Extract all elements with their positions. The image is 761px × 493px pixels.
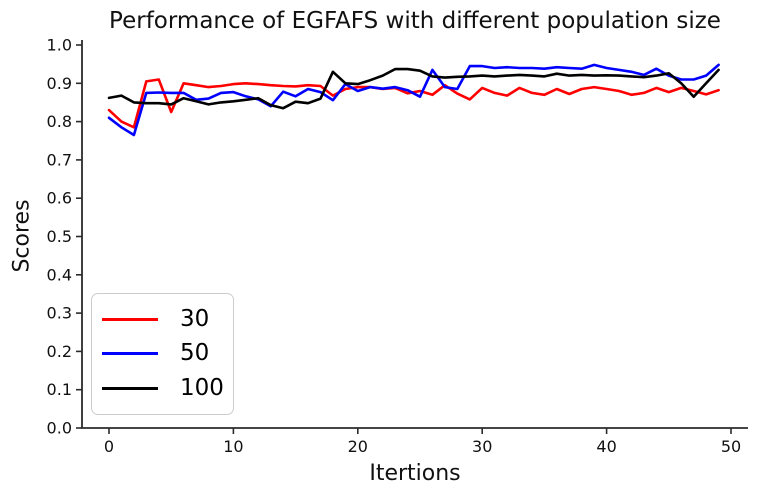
y-tick-label: 0.7 (47, 150, 72, 169)
x-tick-label: 50 (721, 437, 741, 456)
legend-label-50: 50 (180, 340, 210, 367)
legend-label-100: 100 (180, 375, 224, 402)
legend-line-red (102, 317, 158, 321)
x-tick-label: 20 (348, 437, 368, 456)
y-tick-label: 0.5 (47, 227, 72, 246)
y-tick-label: 0.9 (47, 74, 72, 93)
legend-item-30: 30 (102, 305, 223, 332)
legend: 30 50 100 (91, 293, 234, 415)
y-tick-label: 0.2 (47, 342, 72, 361)
y-tick-label: 0.6 (47, 189, 72, 208)
x-axis-label: Itertions (369, 461, 461, 486)
legend-item-50: 50 (102, 342, 223, 365)
y-tick-label: 0.1 (47, 380, 72, 399)
legend-label-30: 30 (180, 305, 210, 332)
y-tick-label: 0.0 (47, 419, 72, 438)
y-tick-label: 0.4 (47, 265, 72, 284)
y-tick-label: 0.8 (47, 112, 72, 131)
series-line-50 (107, 63, 720, 137)
x-tick-label: 0 (104, 437, 114, 456)
x-tick-label: 30 (472, 437, 492, 456)
y-tick-label: 0.3 (47, 304, 72, 323)
y-tick-label: 1.0 (47, 36, 72, 55)
x-tick-label: 10 (223, 437, 243, 456)
chart-title: Performance of EGFAFS with different pop… (109, 8, 721, 34)
legend-line-black (102, 387, 158, 391)
series-line-100 (107, 67, 720, 110)
x-tick-label: 40 (596, 437, 616, 456)
legend-item-100: 100 (102, 375, 224, 402)
legend-line-blue (102, 352, 158, 356)
